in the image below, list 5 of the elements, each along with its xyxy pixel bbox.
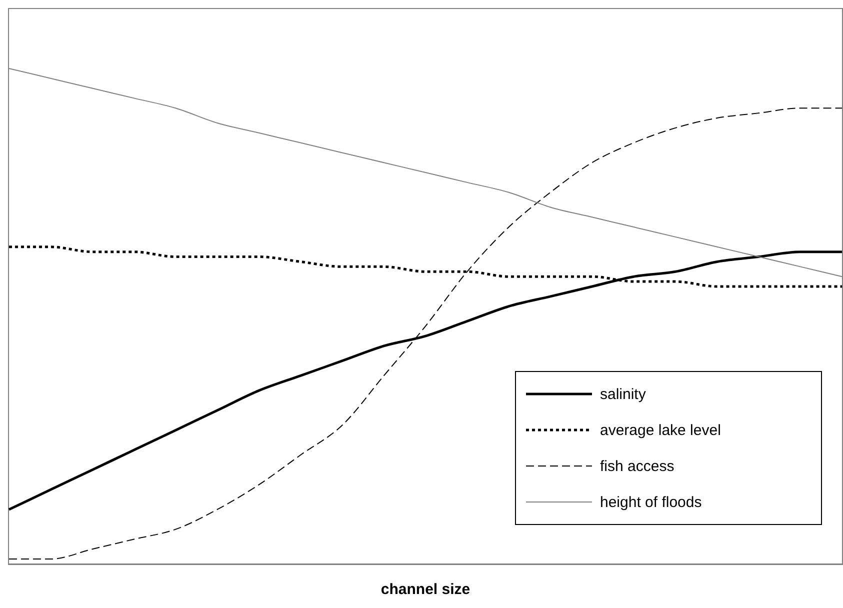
legend-label: salinity <box>600 386 646 402</box>
legend-label: height of floods <box>600 494 702 510</box>
legend-label: fish access <box>600 458 674 474</box>
legend-label: average lake level <box>600 422 721 438</box>
x-axis-title: channel size <box>380 581 470 598</box>
